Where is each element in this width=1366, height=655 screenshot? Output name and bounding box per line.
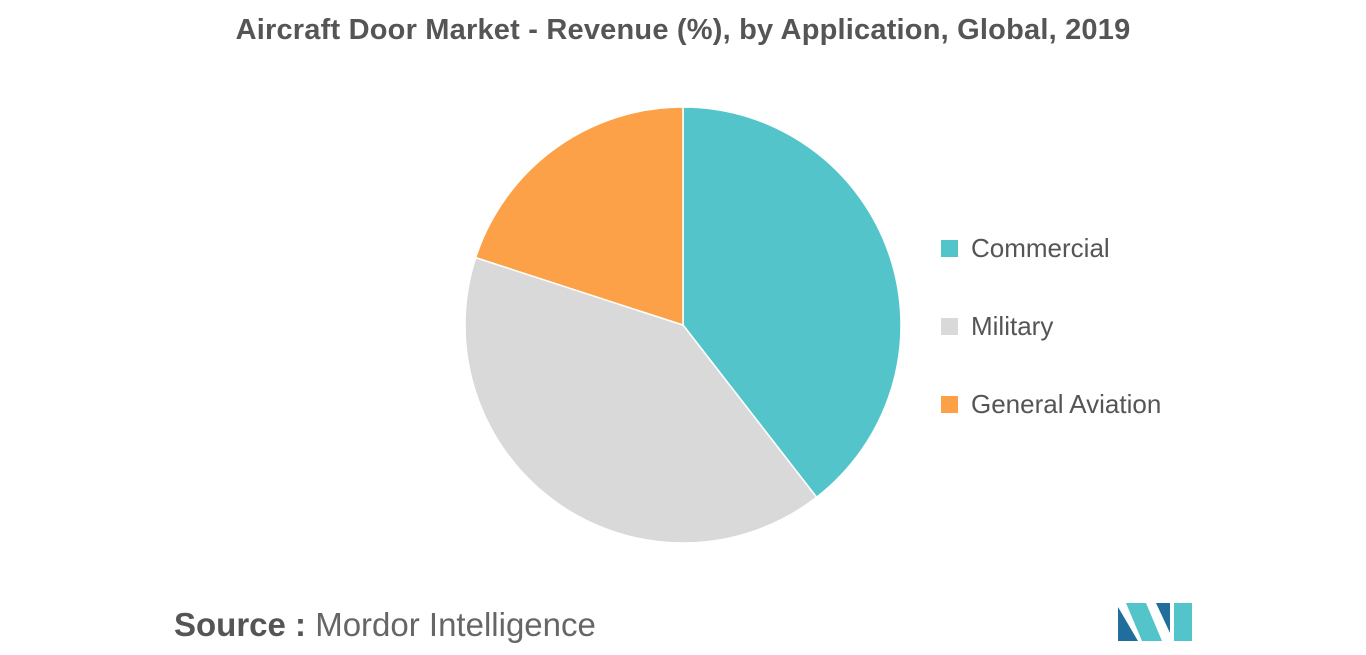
source-name: Mordor Intelligence [315, 606, 596, 643]
pie-slice-military [464, 256, 818, 544]
legend-label-general-aviation: General Aviation [971, 388, 1162, 419]
pie-slice-commercial [682, 106, 902, 499]
mordor-intelligence-logo-icon [1118, 603, 1192, 641]
legend-label-military: Military [971, 310, 1054, 341]
legend-item-commercial: Commercial [941, 228, 1110, 268]
legend-swatch-military [941, 317, 958, 335]
source-prefix: Source : [174, 606, 307, 643]
legend-swatch-general-aviation [941, 395, 958, 413]
legend-swatch-commercial [941, 239, 958, 257]
legend-item-military: Military [941, 306, 1053, 346]
pie-slice-general-aviation [474, 106, 684, 327]
source-attribution: Source : Mordor Intelligence [174, 606, 596, 644]
legend-label-commercial: Commercial [971, 232, 1110, 263]
chart-title: Aircraft Door Market - Revenue (%), by A… [235, 14, 1131, 46]
legend-item-general-aviation: General Aviation [941, 384, 1161, 424]
